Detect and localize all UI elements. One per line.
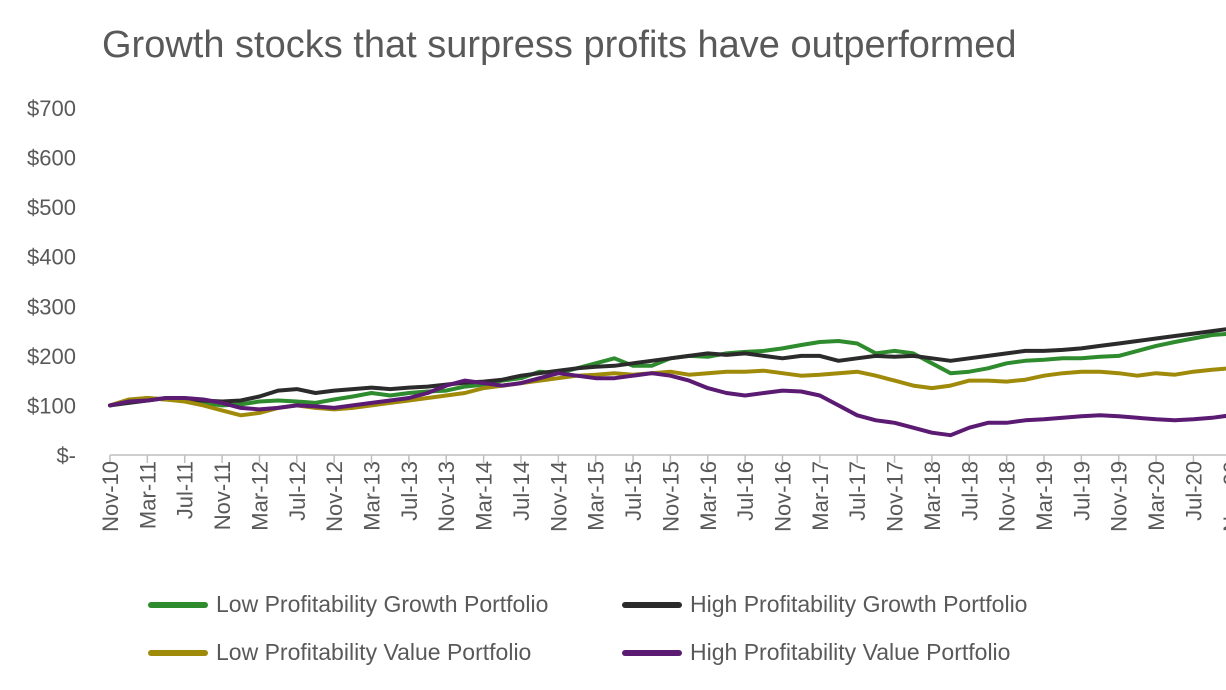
x-tick-label: Mar-13 (360, 461, 385, 531)
y-tick-label: $100 (27, 393, 76, 418)
x-tick-label: Jul-13 (397, 461, 422, 521)
x-tick-label: Mar-11 (135, 461, 160, 529)
x-tick-label: Mar-14 (472, 461, 497, 531)
x-tick-label: Nov-14 (546, 461, 571, 532)
x-tick-label: Nov-15 (658, 461, 683, 532)
series-line-1 (108, 327, 1226, 408)
x-tick-label: Mar-18 (920, 461, 945, 531)
x-tick-label: Nov-17 (883, 461, 908, 532)
series-line-2 (108, 366, 1226, 418)
series-layer (108, 327, 1226, 438)
y-tick-label: $- (56, 443, 76, 468)
x-tick-label: Jul-14 (509, 461, 534, 521)
x-tick-label: Mar-12 (247, 461, 272, 531)
x-tick-label: Mar-15 (584, 461, 609, 531)
x-tick-label: Mar-16 (696, 461, 721, 531)
x-tick-label: Nov-18 (995, 461, 1020, 532)
y-tick-label: $200 (27, 344, 76, 369)
x-tick-label: Nov-19 (1107, 461, 1132, 532)
x-tick-label: Nov-10 (98, 461, 123, 532)
x-tick-label: Nov-13 (434, 461, 459, 532)
x-tick-label: Jul-19 (1069, 461, 1094, 521)
series-line-3 (108, 371, 1226, 438)
y-tick-label: $300 (27, 294, 76, 319)
series-line-0 (108, 331, 1226, 408)
y-tick-label: $700 (27, 96, 76, 121)
x-tick-label: Nov-12 (322, 461, 347, 532)
x-tick-label: Nov-11 (210, 461, 235, 530)
x-tick-label: Mar-17 (808, 461, 833, 531)
y-tick-label: $500 (27, 195, 76, 220)
x-tick-label: Mar-19 (1032, 461, 1057, 531)
x-tick-label: Nov-20 (1219, 461, 1226, 532)
y-tick-label: $600 (27, 146, 76, 171)
x-tick-label: Jul-11 (173, 461, 198, 519)
x-tick-label: Mar-20 (1144, 461, 1169, 531)
x-tick-label: Jul-15 (621, 461, 646, 521)
x-tick-label: Jul-18 (957, 461, 982, 521)
x-tick-label: Jul-16 (733, 461, 758, 521)
axis-layer: $700 $600 $500 $400 $300 $200 $100 $- Nov-10 Mar-… (27, 96, 1226, 532)
x-tick-label: Nov-16 (770, 461, 795, 532)
x-tick-label: Jul-12 (285, 461, 310, 521)
x-tick-label: Jul-17 (845, 461, 870, 521)
chart-title: Growth stocks that surpress profits have… (102, 24, 1017, 66)
x-tick-label: Jul-20 (1181, 461, 1206, 521)
y-tick-label: $400 (27, 245, 76, 270)
